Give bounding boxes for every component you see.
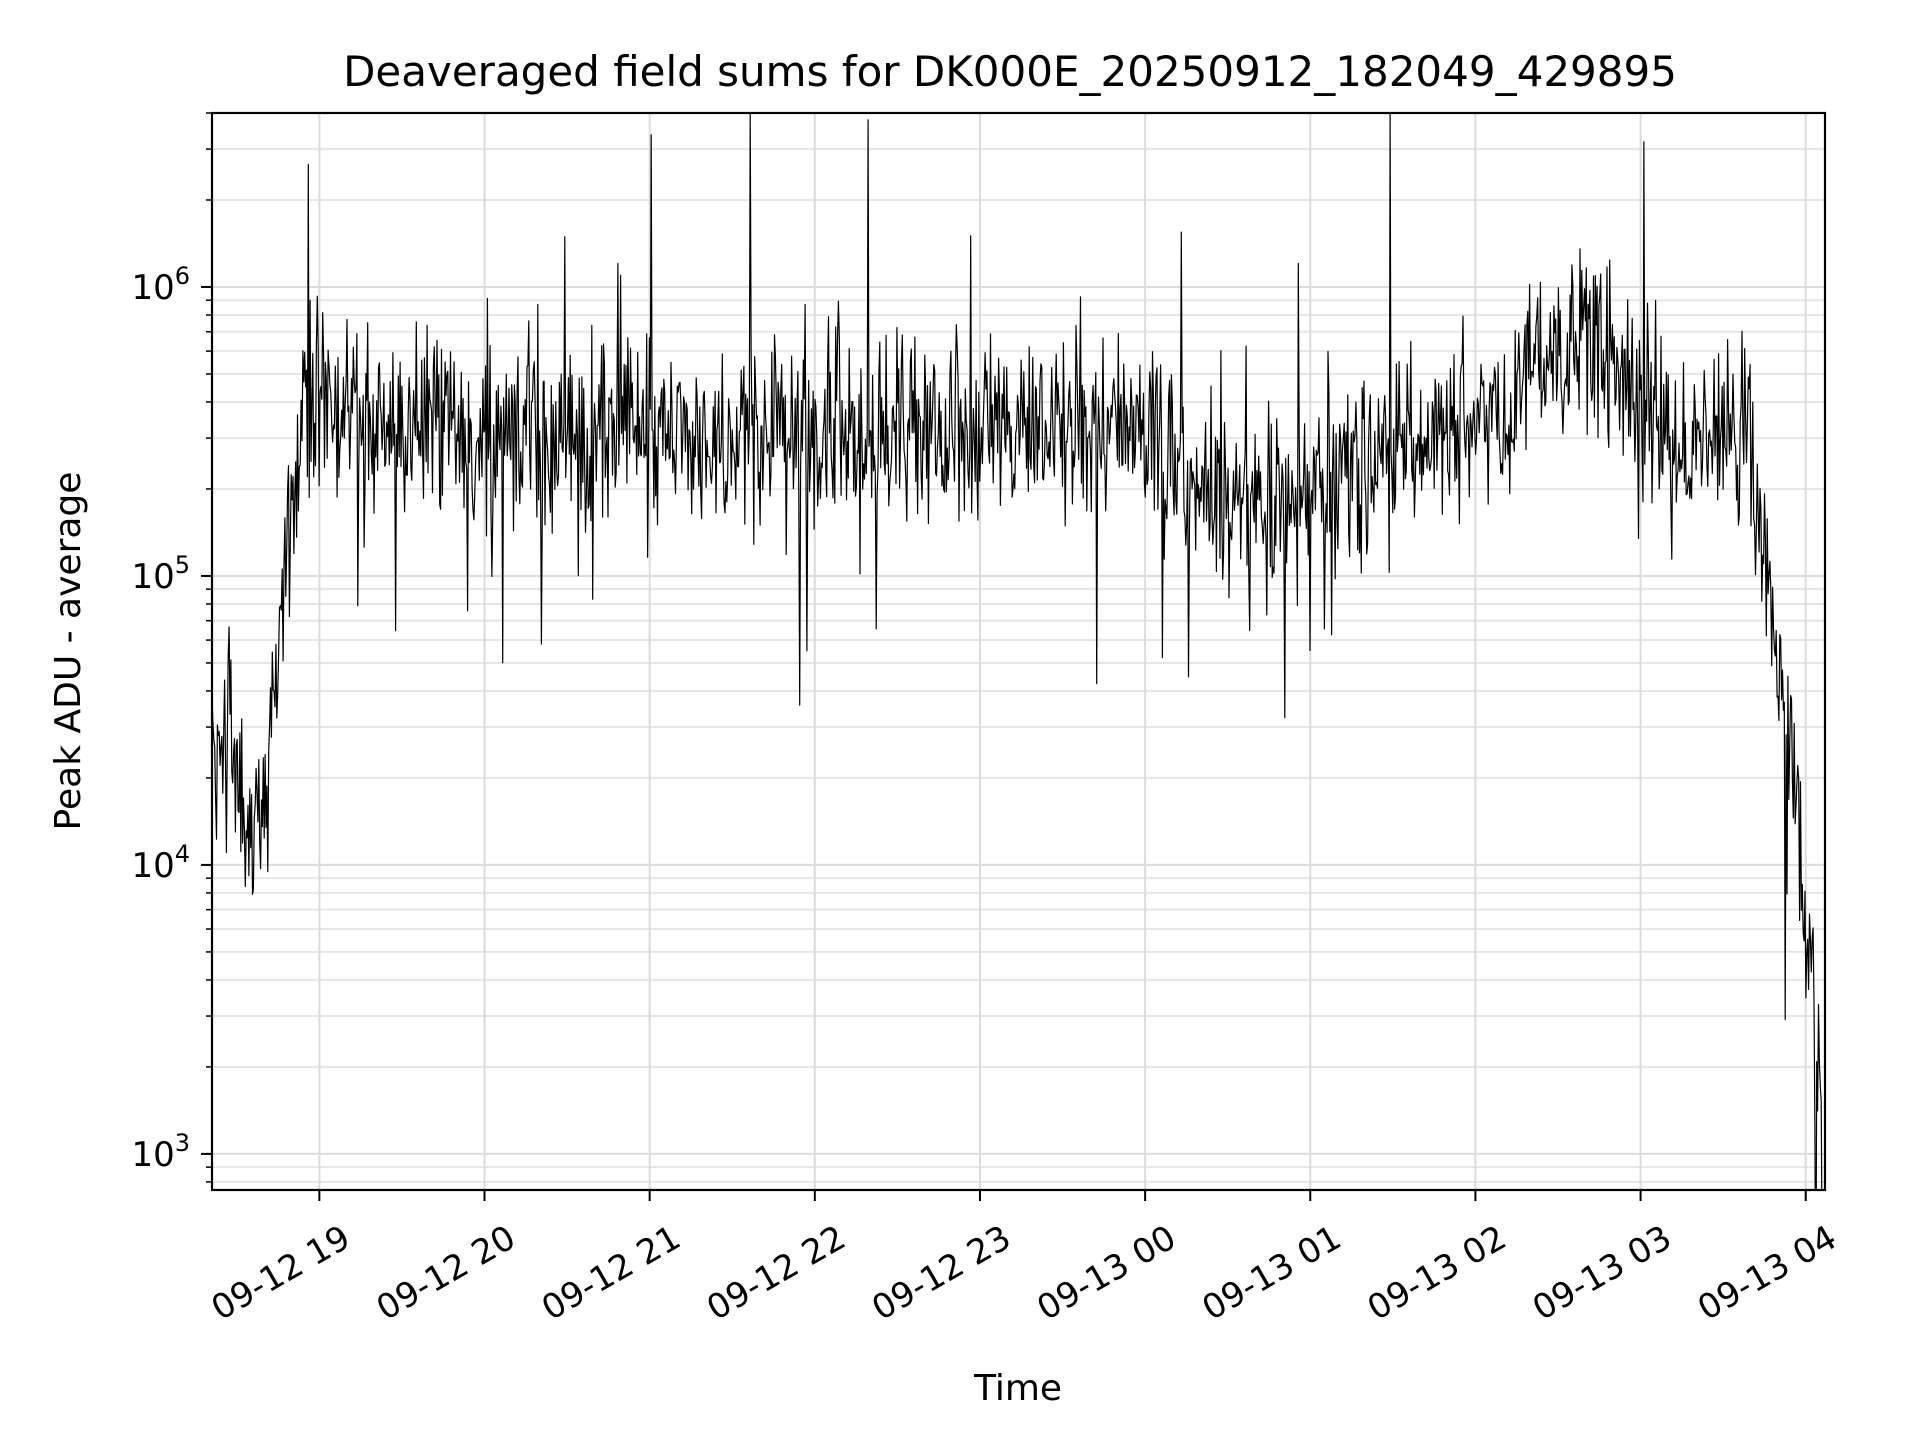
y-axis-label: Peak ADU - average [48, 472, 89, 831]
x-axis-label: Time [973, 1368, 1062, 1409]
y-tick-label: 103 [131, 1129, 190, 1175]
y-axis: 103 104 105 106 [131, 112, 212, 1183]
plot-frame [210, 111, 1827, 1192]
y-tick-label: 105 [131, 551, 190, 597]
series-line-0 [212, 113, 1823, 1190]
y-tick-label: 106 [131, 262, 190, 308]
series-layer [212, 113, 1823, 1190]
y-tick-label: 104 [131, 840, 190, 886]
chart-title: Deaveraged field sums for DK000E_2025091… [343, 47, 1677, 96]
